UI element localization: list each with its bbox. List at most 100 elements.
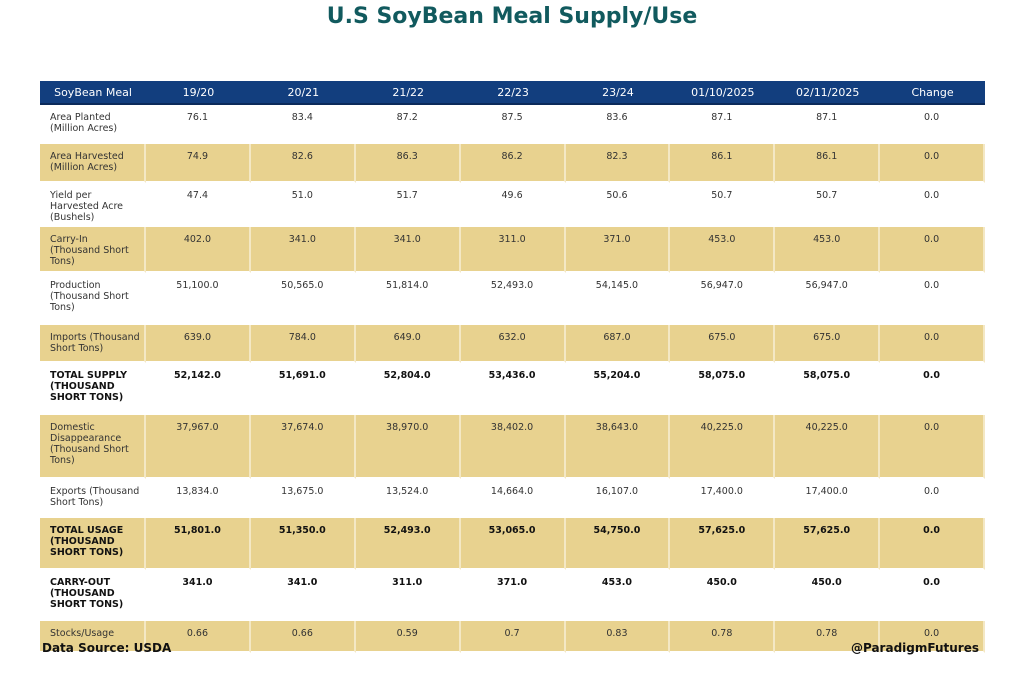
row-label: Stocks/Usage: [40, 621, 146, 653]
table-cell: 17,400.0: [805, 486, 848, 497]
header-column: 22/23: [460, 81, 566, 105]
table-cell: 0.0: [923, 370, 940, 381]
table-row: TOTAL USAGE (THOUSAND SHORT TONS) 51,801.…: [40, 518, 985, 570]
table-cell: 52,804.0: [383, 370, 431, 381]
row-label: CARRY-OUT (THOUSAND SHORT TONS): [50, 577, 124, 610]
table-cell: 453.0: [775, 227, 881, 273]
table-cell: 83.6: [606, 112, 628, 123]
row-label: Production (Thousand Short Tons): [50, 280, 129, 313]
table-cell: 58,075.0: [698, 370, 746, 381]
table-cell: 51,350.0: [250, 518, 356, 570]
page-title: U.S SoyBean Meal Supply/Use: [326, 4, 698, 29]
table-cell: 86.3: [355, 144, 461, 183]
table-cell: 54,750.0: [565, 518, 671, 570]
table-cell: 0.0: [880, 415, 985, 479]
table-row: Domestic Disappearance (Thousand Short T…: [40, 415, 985, 479]
table-row: Stocks/Usage 0.66 0.66 0.59 0.7 0.83 0.78 0.78 0…: [40, 621, 985, 653]
table-row: Area Harvested (Million Acres) 74.9 82.6 86…: [40, 144, 985, 183]
table-cell: 0.59: [355, 621, 461, 653]
table-cell: 371.0: [565, 227, 671, 273]
table-cell: 87.2: [396, 112, 418, 123]
table-cell: 14,664.0: [490, 486, 534, 497]
table-cell: 86.2: [460, 144, 566, 183]
table-cell: 47.4: [186, 190, 209, 201]
table-cell: 83.4: [291, 112, 313, 123]
table-cell: 82.3: [565, 144, 671, 183]
row-label: Area Harvested (Million Acres): [40, 144, 146, 183]
table-cell: 0.0: [924, 112, 940, 123]
table-cell: 0.0: [924, 486, 940, 497]
table-cell: 87.5: [501, 112, 523, 123]
table-cell: 341.0: [287, 577, 318, 588]
table-cell: 56,947.0: [700, 280, 743, 291]
row-label: Imports (Thousand Short Tons): [40, 325, 146, 363]
row-label: Carry-In (Thousand Short Tons): [40, 227, 146, 273]
table-cell: 784.0: [250, 325, 356, 363]
table-cell: 0.83: [565, 621, 671, 653]
table-row: Area Planted (Million Acres) 76.1 83.4 87.2…: [40, 105, 985, 144]
table-cell: 0.66: [250, 621, 356, 653]
table-cell: 51.0: [291, 190, 313, 201]
table-row: Production (Thousand Short Tons) 51,100.0…: [40, 273, 985, 325]
table-cell: 52,493.0: [355, 518, 461, 570]
table-cell: 87.1: [711, 112, 733, 123]
table-cell: 13,675.0: [281, 486, 324, 497]
table-cell: 54,145.0: [595, 280, 639, 291]
table-cell: 0.78: [670, 621, 776, 653]
table-cell: 341.0: [250, 227, 356, 273]
supply-use-table: SoyBean Meal 19/20 20/21 21/22 22/23 23/24 01/…: [40, 81, 985, 653]
table-cell: 38,402.0: [460, 415, 566, 479]
table-cell: 13,834.0: [176, 486, 219, 497]
table-cell: 49.6: [501, 190, 523, 201]
table-cell: 371.0: [497, 577, 528, 588]
table-cell: 450.0: [811, 577, 842, 588]
table-cell: 632.0: [460, 325, 566, 363]
table-cell: 311.0: [460, 227, 566, 273]
table-cell: 0.66: [146, 621, 251, 653]
row-label: Exports (Thousand Short Tons): [50, 486, 140, 508]
row-label: TOTAL SUPPLY (THOUSAND SHORT TONS): [50, 370, 127, 403]
table-cell: 51,814.0: [386, 280, 429, 291]
table-cell: 56,947.0: [805, 280, 848, 291]
data-source: Data Source: USDA: [42, 641, 172, 655]
table-cell: 53,436.0: [488, 370, 536, 381]
table-row: Imports (Thousand Short Tons) 639.0 784.0 6…: [40, 325, 985, 363]
table-row: Yield per Harvested Acre (Bushels) 47.4 51…: [40, 183, 985, 227]
table-cell: 50,565.0: [281, 280, 324, 291]
table-cell: 0.0: [924, 190, 940, 201]
table-cell: 86.1: [775, 144, 881, 183]
table-cell: 50.7: [816, 190, 838, 201]
row-label: Domestic Disappearance (Thousand Short T…: [40, 415, 146, 479]
table-cell: 51,100.0: [176, 280, 219, 291]
header-column: 20/21: [250, 81, 356, 105]
table-cell: 0.78: [775, 621, 881, 653]
table-row: Carry-In (Thousand Short Tons) 402.0 341.0…: [40, 227, 985, 273]
table-row: Exports (Thousand Short Tons) 13,834.0 13,…: [40, 479, 985, 518]
table-cell: 402.0: [146, 227, 251, 273]
table-header-row: SoyBean Meal 19/20 20/21 21/22 22/23 23/24 01/…: [40, 81, 985, 105]
table-cell: 0.0: [880, 227, 985, 273]
table-cell: 40,225.0: [670, 415, 776, 479]
table-cell: 57,625.0: [670, 518, 776, 570]
table-cell: 16,107.0: [595, 486, 639, 497]
table-cell: 0.0: [924, 280, 940, 291]
row-label: TOTAL USAGE (THOUSAND SHORT TONS): [40, 518, 146, 570]
row-label: Yield per Harvested Acre (Bushels): [50, 190, 124, 223]
header-column: 19/20: [146, 81, 251, 105]
table-cell: 687.0: [565, 325, 671, 363]
table-cell: 50.7: [711, 190, 733, 201]
table-cell: 341.0: [182, 577, 213, 588]
table-row: TOTAL SUPPLY (THOUSAND SHORT TONS) 52,142…: [40, 363, 985, 415]
table-cell: 51,691.0: [278, 370, 326, 381]
header-column: Change: [880, 81, 985, 105]
table-cell: 51,801.0: [146, 518, 251, 570]
table-cell: 50.6: [606, 190, 628, 201]
table-cell: 341.0: [355, 227, 461, 273]
table-cell: 453.0: [670, 227, 776, 273]
table-cell: 58,075.0: [803, 370, 851, 381]
table-cell: 38,643.0: [565, 415, 671, 479]
header-column: 23/24: [565, 81, 671, 105]
table-cell: 37,674.0: [250, 415, 356, 479]
table-cell: 0.0: [880, 144, 985, 183]
table-cell: 87.1: [816, 112, 838, 123]
